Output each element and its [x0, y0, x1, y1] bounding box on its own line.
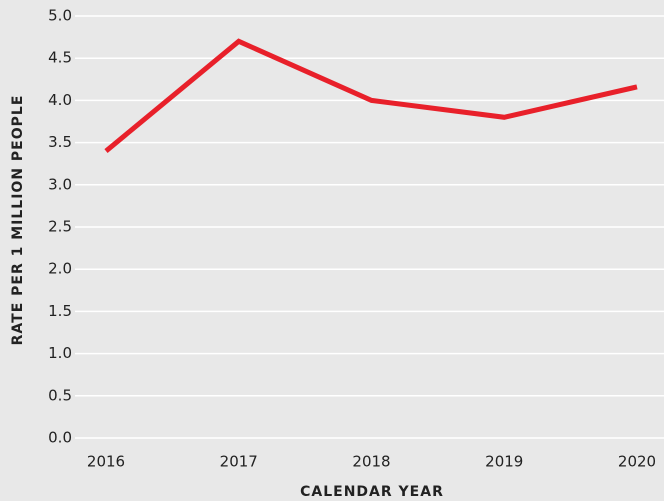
y-tick-label: 1.0 [48, 344, 72, 362]
y-tick-label: 2.0 [48, 260, 72, 278]
y-tick-label: 1.5 [48, 302, 72, 320]
x-tick-label: 2020 [618, 453, 656, 471]
x-axis-title: CALENDAR YEAR [300, 484, 444, 500]
y-tick-label: 5.0 [48, 7, 72, 25]
y-tick-label: 3.0 [48, 175, 72, 193]
y-tick-label: 4.5 [48, 49, 72, 67]
y-tick-label: 0.0 [48, 429, 72, 447]
y-axis-title: RATE PER 1 MILLION PEOPLE [10, 95, 26, 346]
y-tick-label: 0.5 [48, 386, 72, 404]
x-tick-label: 2017 [220, 453, 258, 471]
y-tick-label: 2.5 [48, 218, 72, 236]
x-tick-label: 2018 [352, 453, 390, 471]
y-tick-label: 3.5 [48, 133, 72, 151]
y-tick-label: 4.0 [48, 91, 72, 109]
x-tick-label: 2016 [87, 453, 125, 471]
x-tick-label: 2019 [485, 453, 523, 471]
data-line [104, 38, 638, 153]
